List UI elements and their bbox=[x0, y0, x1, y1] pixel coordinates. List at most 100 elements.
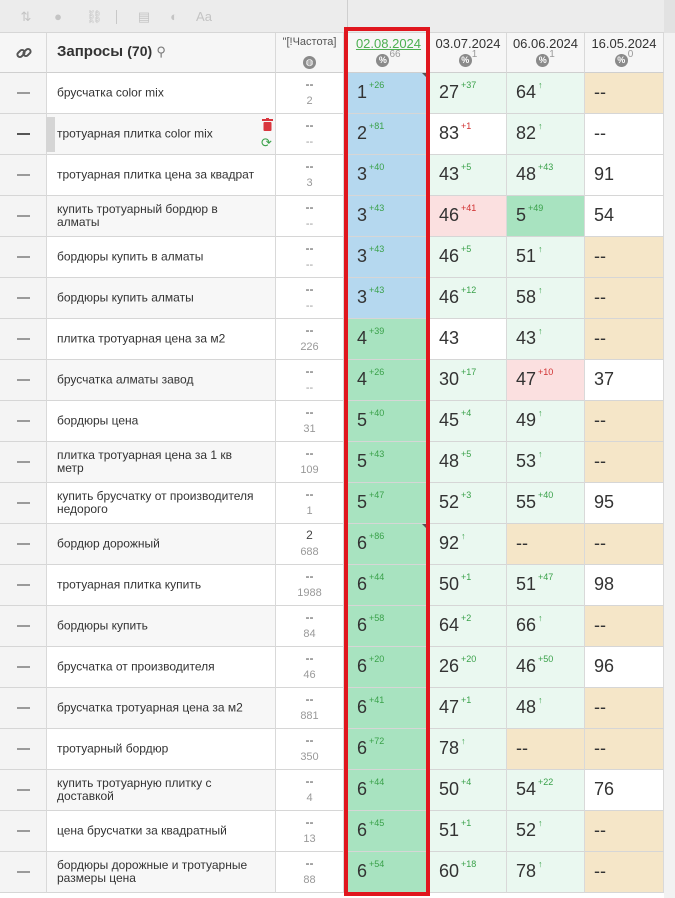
position-cell[interactable]: 5 +47 bbox=[348, 483, 430, 524]
position-cell[interactable]: -- bbox=[585, 401, 664, 442]
date-column-header-1[interactable]: 03.07.2024 %1 bbox=[430, 33, 507, 73]
position-cell[interactable]: 54 +22 bbox=[507, 770, 585, 811]
position-cell[interactable]: 6 +86 bbox=[348, 524, 430, 565]
position-cell[interactable]: 92 ↑ bbox=[430, 524, 507, 565]
row-collapse-cell[interactable] bbox=[0, 811, 47, 852]
table-row[interactable]: купить тротуарный бордюр в алматы -- -- 3 +4… bbox=[0, 196, 664, 237]
query-cell[interactable]: брусчатка color mix bbox=[47, 73, 276, 114]
position-cell[interactable]: 3 +43 bbox=[348, 237, 430, 278]
position-cell[interactable]: 6 +44 bbox=[348, 565, 430, 606]
minus-icon[interactable] bbox=[17, 830, 30, 832]
query-cell[interactable]: плитка тротуарная цена за 1 кв метр bbox=[47, 442, 276, 483]
position-cell[interactable]: 64 ↑ bbox=[507, 73, 585, 114]
position-cell[interactable]: 96 bbox=[585, 647, 664, 688]
position-cell[interactable]: 6 +20 bbox=[348, 647, 430, 688]
toggle-icon[interactable]: ● bbox=[54, 9, 62, 24]
query-cell[interactable]: бордюры цена bbox=[47, 401, 276, 442]
row-collapse-cell[interactable] bbox=[0, 114, 47, 155]
position-cell[interactable]: 6 +54 bbox=[348, 852, 430, 893]
position-cell[interactable]: 60 +18 bbox=[430, 852, 507, 893]
position-cell[interactable]: 52 +3 bbox=[430, 483, 507, 524]
query-cell[interactable]: бордюры купить алматы bbox=[47, 278, 276, 319]
position-cell[interactable]: 66 ↑ bbox=[507, 606, 585, 647]
row-collapse-cell[interactable] bbox=[0, 442, 47, 483]
row-collapse-cell[interactable] bbox=[0, 483, 47, 524]
position-cell[interactable]: -- bbox=[585, 606, 664, 647]
minus-icon[interactable] bbox=[17, 871, 30, 873]
position-cell[interactable]: 95 bbox=[585, 483, 664, 524]
query-cell[interactable]: тротуарная плитка цена за квадрат bbox=[47, 155, 276, 196]
minus-icon[interactable] bbox=[17, 461, 30, 463]
query-cell[interactable]: бордюр дорожный bbox=[47, 524, 276, 565]
position-cell[interactable]: 51 ↑ bbox=[507, 237, 585, 278]
query-cell[interactable]: брусчатка тротуарная цена за м2 bbox=[47, 688, 276, 729]
font-icon[interactable]: Aa bbox=[196, 9, 212, 24]
query-cell[interactable]: бордюры купить bbox=[47, 606, 276, 647]
position-cell[interactable]: 3 +43 bbox=[348, 278, 430, 319]
position-cell[interactable]: -- bbox=[585, 442, 664, 483]
row-collapse-cell[interactable] bbox=[0, 606, 47, 647]
position-cell[interactable]: 45 +4 bbox=[430, 401, 507, 442]
position-cell[interactable]: 55 +40 bbox=[507, 483, 585, 524]
minus-icon[interactable] bbox=[17, 502, 30, 504]
minus-icon[interactable] bbox=[17, 133, 30, 135]
position-cell[interactable]: 82 ↑ bbox=[507, 114, 585, 155]
position-cell[interactable]: 5 +43 bbox=[348, 442, 430, 483]
table-row[interactable]: бордюры купить в алматы -- -- 3 +43 46 +5 51 ↑ -- bbox=[0, 237, 664, 278]
position-cell[interactable]: 47 +1 bbox=[430, 688, 507, 729]
query-cell[interactable]: цена брусчатки за квадратный bbox=[47, 811, 276, 852]
minus-icon[interactable] bbox=[17, 748, 30, 750]
table-row[interactable]: бордюры купить -- 84 6 +58 64 +2 66 ↑ -- bbox=[0, 606, 664, 647]
row-collapse-cell[interactable] bbox=[0, 852, 47, 893]
minus-icon[interactable] bbox=[17, 584, 30, 586]
table-row[interactable]: тротуарная плитка color mix ⟳ -- -- 2 +81 83 +1… bbox=[0, 114, 664, 155]
position-cell[interactable]: 46 +12 bbox=[430, 278, 507, 319]
date-column-header-3[interactable]: 16.05.2024 %0 bbox=[585, 33, 664, 73]
query-cell[interactable]: брусчатка от производителя bbox=[47, 647, 276, 688]
date-label[interactable]: 16.05.2024 bbox=[591, 36, 657, 51]
table-row[interactable]: брусчатка от производителя -- 46 6 +20 26 +20 4… bbox=[0, 647, 664, 688]
position-cell[interactable]: -- bbox=[585, 852, 664, 893]
table-row[interactable]: цена брусчатки за квадратный -- 13 6 +45 51 +1… bbox=[0, 811, 664, 852]
row-collapse-cell[interactable] bbox=[0, 565, 47, 606]
table-row[interactable]: бордюры купить алматы -- -- 3 +43 46 +12 58 ↑ -- bbox=[0, 278, 664, 319]
minus-icon[interactable] bbox=[17, 297, 30, 299]
position-cell[interactable]: -- bbox=[585, 237, 664, 278]
query-cell[interactable]: купить тротуарный бордюр в алматы bbox=[47, 196, 276, 237]
sort-icon[interactable]: ⇅ bbox=[20, 9, 32, 24]
minus-icon[interactable] bbox=[17, 420, 30, 422]
position-cell[interactable]: 48 +43 bbox=[507, 155, 585, 196]
table-row[interactable]: плитка тротуарная цена за м2 -- 226 4 +39 43 4… bbox=[0, 319, 664, 360]
position-cell[interactable]: -- bbox=[507, 524, 585, 565]
position-cell[interactable]: 2 +81 bbox=[348, 114, 430, 155]
table-row[interactable]: тротуарная плитка цена за квадрат -- 3 3 +40… bbox=[0, 155, 664, 196]
position-cell[interactable]: -- bbox=[507, 729, 585, 770]
minus-icon[interactable] bbox=[17, 707, 30, 709]
position-cell[interactable]: 6 +45 bbox=[348, 811, 430, 852]
position-cell[interactable]: 43 bbox=[430, 319, 507, 360]
row-collapse-cell[interactable] bbox=[0, 278, 47, 319]
minus-icon[interactable] bbox=[17, 338, 30, 340]
drag-handle[interactable] bbox=[46, 117, 55, 152]
position-cell[interactable]: -- bbox=[585, 73, 664, 114]
date-column-header-2[interactable]: 06.06.2024 %1 bbox=[507, 33, 585, 73]
position-cell[interactable]: 26 +20 bbox=[430, 647, 507, 688]
frequency-column-header[interactable]: "[!Частота] ◍ bbox=[276, 33, 344, 73]
table-row[interactable]: купить брусчатку от производителя недоро… bbox=[0, 483, 664, 524]
query-cell[interactable]: тротуарная плитка купить bbox=[47, 565, 276, 606]
position-cell[interactable]: 50 +1 bbox=[430, 565, 507, 606]
position-cell[interactable]: -- bbox=[585, 278, 664, 319]
row-collapse-cell[interactable] bbox=[0, 688, 47, 729]
query-cell[interactable]: тротуарная плитка color mix bbox=[47, 114, 276, 155]
percent-icon[interactable]: % bbox=[536, 54, 550, 68]
position-cell[interactable]: 4 +26 bbox=[348, 360, 430, 401]
position-cell[interactable]: 27 +37 bbox=[430, 73, 507, 114]
percent-icon[interactable]: % bbox=[458, 54, 472, 68]
row-collapse-cell[interactable] bbox=[0, 155, 47, 196]
position-cell[interactable]: 43 ↑ bbox=[507, 319, 585, 360]
trash-icon[interactable] bbox=[262, 118, 273, 131]
minus-icon[interactable] bbox=[17, 543, 30, 545]
position-cell[interactable]: 3 +43 bbox=[348, 196, 430, 237]
globe-icon[interactable]: ◍ bbox=[303, 56, 316, 69]
percent-icon[interactable]: % bbox=[614, 54, 628, 68]
